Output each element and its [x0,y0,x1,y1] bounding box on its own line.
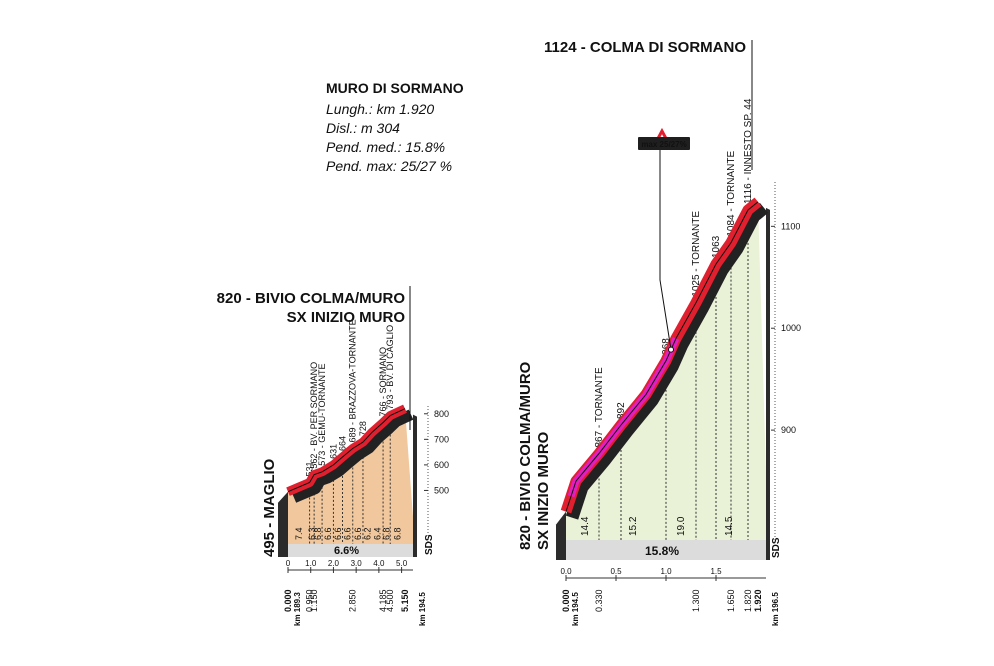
profile-1-waypoint-label: 631 [328,444,338,459]
profile-1-avg-grade: 6.6% [334,545,359,557]
profile-1-x-tick-label: 3.0 [351,559,363,568]
profile-2-max-point [668,346,674,353]
profile-2-y-tick-label: 1100 [781,221,800,231]
profile-1-x-tick-label: 1.0 [305,559,317,568]
profile-2-km-label: 0.000 [561,589,571,612]
profile-1-segment-grade: 7.4 [294,527,304,540]
profile-2-waypoint-label: 1084 - TORNANTE [726,151,737,237]
profile-1-road-edge [287,408,406,493]
profile-1-end-label-1: 820 - BIVIO COLMA/MURO [217,290,406,307]
profile-2-race-km-start: km 194.5 [571,592,580,626]
profile-2-x-tick-label: 1.5 [710,567,722,576]
profile-2-x-tick-label: 1.0 [660,567,672,576]
profile-2-km-label: 1.920 [753,589,763,612]
profile-1-segment-grade: 6.2 [363,527,373,540]
profile-1-end-wall [413,414,417,557]
profile-1-segment-grade: 6.4 [373,527,383,540]
profile-1-x-tick-label: 0 [286,559,291,568]
profile-1-segment-grade: 6.6 [323,527,333,540]
profile-1-segment-grade: 6.6 [353,527,363,540]
profile-1-waypoint-label: 793 - BV. DI CAGLIO [385,325,395,410]
profile-2-segment-grade: 14.5 [724,516,735,536]
profile-1-segment-grade: 6.6 [343,527,353,540]
profile-1-km-label: 1.150 [309,589,319,612]
profile-2-waypoint-label: 892 [616,402,627,419]
profile-2-waypoint-label: 1116 - INNESTO SP. 44 [743,98,754,204]
profile-1-y-tick-label: 600 [434,460,449,470]
profile-1-km-label: 0.950 [305,589,315,612]
profile-1-x-tick-label: 2.0 [328,559,340,568]
climb-gain: Disl.: m 304 [326,120,400,136]
profile-1-segment-grade: 6.8 [393,527,403,540]
profile-2-segment-grade: 15.2 [628,516,639,536]
profile-2-km-label: 1.820 [743,589,753,612]
profile-1-segment-grade: 6.8 [382,527,392,540]
profile-2-start-label-2: SX INIZIO MURO [535,431,552,550]
profile-1-km-label: 2.850 [348,589,358,612]
profile-1-km-label: 4.185 [378,589,388,612]
profile-1-waypoint-label: 766 - SORMANO [378,347,388,417]
climb-info: MURO DI SORMANO Lungh.: km 1.920 Disl.: … [326,80,464,176]
profile-2-max-badge-bg [638,137,690,150]
profile-1-end-label-2: SX INIZIO MURO [287,309,406,326]
profile-2-waypoint-label: 1025 - TORNANTE [691,211,702,297]
climb-title: MURO DI SORMANO [326,80,464,96]
profile-1-x-tick-label: 4.0 [373,559,385,568]
profile-2-end-label: 1124 - COLMA DI SORMANO [544,39,746,56]
profile-1-segment-grade: 6.8 [313,527,323,540]
profile-2-y-tick-label: 1000 [781,323,801,333]
profile-1-waypoint-label: 664 [338,436,348,451]
profile-2-km-label: 1.300 [691,589,701,612]
profile-1-race-km-end: km 194.5 [418,592,427,626]
profile-1-x-tick-label: 5.0 [396,559,408,568]
climb-max-grade: Pend. max: 25/27 % [326,158,453,174]
profile-2-road-shadow [565,202,769,520]
profile-1-km-label: 5.150 [400,589,410,612]
profile-2-waypoint-label: 867 - TORNANTE [594,367,605,448]
climb-avg-grade: Pend. med.: 15.8% [326,139,446,155]
profile-1-y-tick-label: 800 [434,409,449,419]
profile-1-segment-grade: 6.3 [307,527,317,540]
profile-1-waypoint-label: 562 - BV. PER SORMANO [309,362,319,469]
profile-2-start-wall [556,511,566,560]
profile-2-km-label: 1.650 [726,589,736,612]
profile-2-max-badge: max 25/27% [641,140,686,149]
profile-1-start-wall [278,491,288,557]
profile-2-waypoint-label: 1063 [711,235,722,258]
profile-1-road-shadow [291,409,414,503]
profile-2-km-label: 0.330 [594,589,604,612]
profile-2-x-tick-label: 0.0 [560,567,572,576]
profile-2-segment-grade: 19.0 [676,516,687,536]
profile-2-avg-grade: 15.8% [645,544,679,558]
profile-1-logo: SDS [424,534,435,555]
profile-1-y-tick-label: 500 [434,485,449,495]
profile-1-waypoint-label: 573 - GEMU-TORNANTE [317,363,327,465]
profile-1-start-label: 495 - MAGLIO [261,458,278,557]
profile-2-end-wall [766,207,770,560]
profile-1-waypoint-label: 728 [358,421,368,436]
profile-1-waypoint-label: 531 [305,461,315,476]
profile-1-waypoint-label: 689 - BRAZZOVA-TORNANTE [348,319,358,442]
profile-1-km-label: 4.500 [385,589,395,612]
profile-2-race-km-end: km 196.5 [771,592,780,626]
profile-2-x-tick-label: 0.5 [610,567,622,576]
profile-2-max-pointer [659,150,672,350]
profile-2-y-tick-label: 900 [781,425,796,435]
profile-2-segment-grade: 14.4 [580,516,591,536]
profile-1-km-label: 0.000 [283,589,293,612]
climb-length: Lungh.: km 1.920 [326,101,435,117]
profile-1-race-km-start: km 189.3 [293,592,302,626]
profile-2-grade-band [556,540,768,560]
profile-1-y-tick-label: 700 [434,434,449,444]
profile-1-segment-grade: 6.6 [333,527,343,540]
profile-2-start-label-1: 820 - BIVIO COLMA/MURO [517,361,534,550]
profile-2-logo: SDS [771,537,782,558]
profile-1-grade-band [278,544,415,557]
